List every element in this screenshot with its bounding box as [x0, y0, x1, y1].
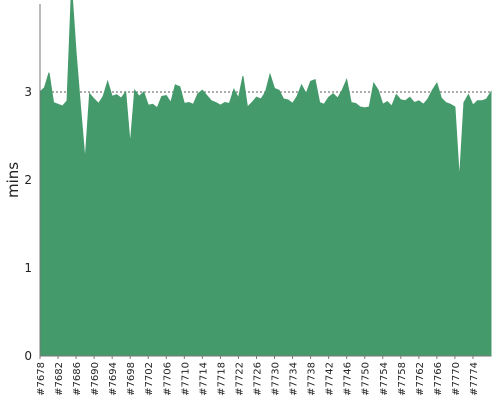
x-tick-label: #7706 [162, 362, 173, 396]
x-tick-label: #7726 [252, 362, 263, 396]
x-tick-label: #7746 [343, 362, 354, 396]
x-tick-label: #7762 [415, 362, 426, 396]
x-tick-label: #7686 [72, 362, 83, 396]
axes [39, 4, 491, 357]
x-tick-label: #7766 [433, 362, 444, 396]
x-tick-label: #7738 [307, 362, 318, 396]
y-tick-label: 0 [24, 349, 32, 363]
x-tick-label: #7698 [126, 362, 137, 396]
x-tick-label: #7694 [108, 362, 119, 396]
x-tick-labels: #7678 #7682 #7686 #7690 #7694 #7698 #7702 #7706… [36, 356, 480, 396]
x-tick-label: #7714 [198, 362, 209, 396]
x-tick-label: #7754 [379, 362, 390, 396]
x-tick-label: #7718 [216, 362, 227, 396]
x-tick-label: #7774 [469, 362, 480, 396]
x-tick-label: #7678 [36, 362, 47, 396]
x-tick-label: #7750 [361, 362, 372, 396]
x-tick-label: #7682 [54, 362, 65, 396]
x-tick-label: #7722 [234, 362, 245, 396]
y-tick-labels: 0 1 2 3 [24, 85, 32, 363]
x-tick-label: #7710 [180, 362, 191, 396]
x-tick-label: #7690 [90, 362, 101, 396]
x-tick-label: #7742 [325, 362, 336, 396]
y-axis-label: mins [4, 162, 22, 198]
y-tick-label: 1 [24, 261, 32, 275]
x-tick-label: #7770 [451, 362, 462, 396]
y-tick-label: 3 [24, 85, 32, 99]
x-tick-label: #7758 [397, 362, 408, 396]
x-tick-label: #7702 [144, 362, 155, 396]
x-tick-label: #7734 [289, 362, 300, 396]
series-area [39, 0, 492, 357]
x-tick-label: #7730 [271, 362, 282, 396]
y-tick-label: 2 [24, 173, 32, 187]
